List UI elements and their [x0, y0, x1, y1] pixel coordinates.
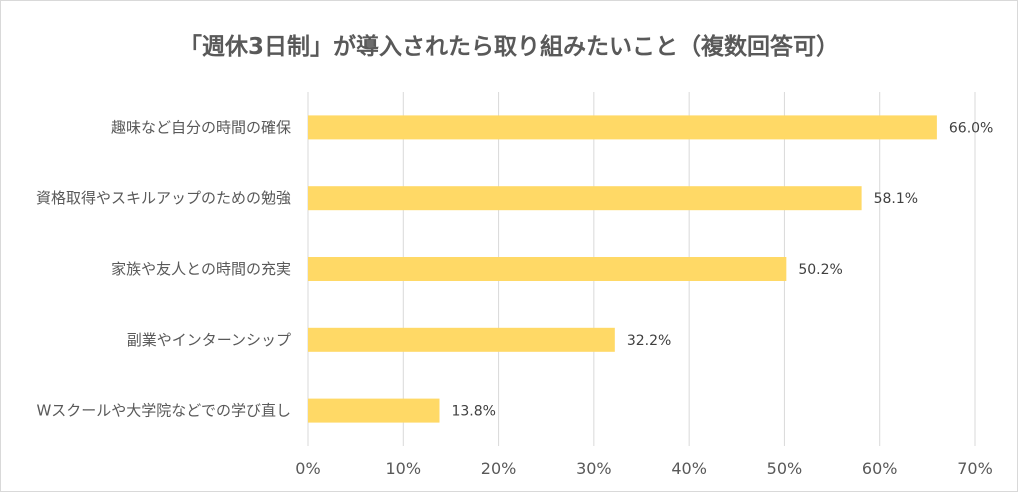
bar — [308, 186, 862, 211]
x-tick-label: 10% — [386, 459, 422, 478]
category-label: 家族や友人との時間の充実 — [111, 260, 291, 278]
value-label: 66.0% — [949, 120, 993, 136]
category-labels: 趣味など自分の時間の確保資格取得やスキルアップのための勉強家族や友人との時間の充… — [36, 118, 291, 419]
chart-title: 「週休3日制」が導入されたら取り組みたいこと（複数回答可） — [178, 34, 839, 60]
x-tick-label: 20% — [481, 459, 517, 478]
bar — [308, 327, 615, 352]
bar — [308, 115, 937, 140]
x-tick-label: 50% — [767, 459, 803, 478]
x-tick-label: 40% — [671, 459, 707, 478]
bar — [308, 398, 440, 423]
value-label: 32.2% — [627, 333, 671, 349]
category-label: 趣味など自分の時間の確保 — [111, 118, 291, 136]
category-label: 副業やインターンシップ — [127, 331, 291, 349]
category-label: Wスクールや大学院などでの学び直し — [36, 402, 291, 420]
value-labels: 66.0% 58.1% 50.2% 32.2% 13.8% — [451, 120, 993, 419]
value-label: 58.1% — [874, 191, 918, 207]
value-label: 50.2% — [798, 262, 842, 278]
x-axis-ticks: 0% 10% 20% 30% 40% 50% 60% 70% — [295, 459, 992, 478]
x-tick-label: 0% — [295, 459, 320, 478]
x-tick-label: 60% — [862, 459, 898, 478]
bars — [308, 115, 937, 423]
x-tick-label: 70% — [957, 459, 993, 478]
bar — [308, 257, 787, 281]
category-label: 資格取得やスキルアップのための勉強 — [36, 189, 291, 207]
x-tick-label: 30% — [576, 459, 612, 478]
value-label: 13.8% — [451, 404, 495, 420]
